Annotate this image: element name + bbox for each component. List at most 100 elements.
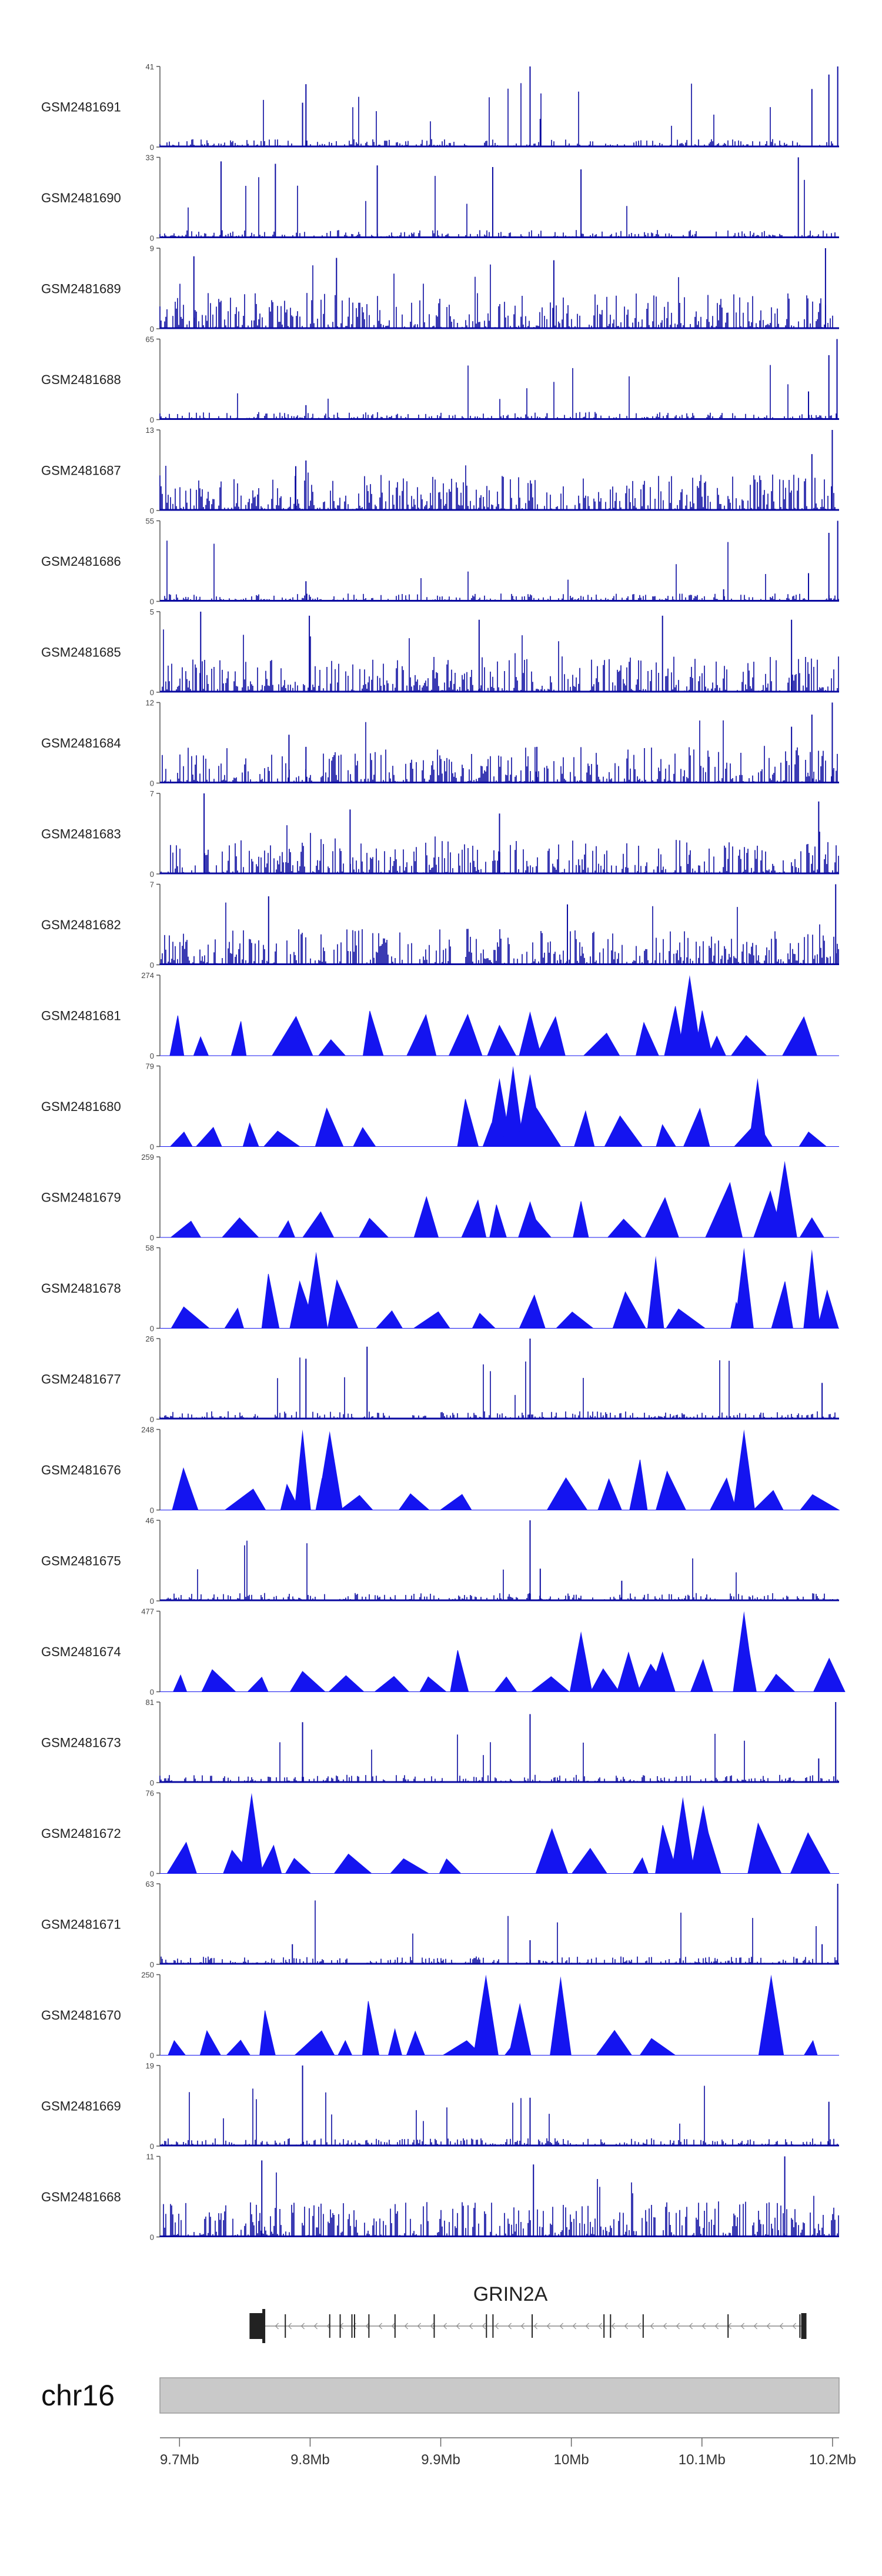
y-max-label: 46: [146, 1516, 154, 1525]
strand-arrow: [300, 2323, 305, 2330]
track-GSM2481686: GSM2481686 55 0: [41, 517, 839, 606]
y-min-label: 0: [150, 1870, 154, 1878]
strand-arrow: [391, 2323, 396, 2330]
peak-triangle: [240, 1793, 263, 1874]
track-GSM2481679: GSM2481679 259 0: [41, 1153, 839, 1242]
coverage-bars: [161, 720, 838, 783]
strand-arrow: [404, 2323, 409, 2330]
coverage-bars: [159, 465, 836, 510]
track-label: GSM2481691: [41, 100, 121, 115]
track-GSM2481671: GSM2481671 63 0: [41, 1880, 839, 1969]
strand-arrow: [766, 2323, 771, 2330]
track-label: GSM2481673: [41, 1736, 121, 1750]
track-label: GSM2481688: [41, 372, 121, 387]
exon: [249, 2313, 264, 2339]
y-max-label: 19: [146, 2061, 154, 2070]
y-max-label: 76: [146, 1789, 154, 1798]
coverage-bars: [159, 264, 833, 329]
y-min-label: 0: [150, 598, 154, 606]
peak-regions: [171, 1274, 839, 1329]
track-label: GSM2481679: [41, 1190, 121, 1205]
y-max-label: 259: [141, 1153, 154, 1162]
peak-regions: [172, 1642, 846, 1692]
peak-signal: [160, 975, 839, 1056]
peak-triangle: [518, 1201, 542, 1237]
track-label: GSM2481683: [41, 827, 121, 842]
peak-signal: [160, 1793, 839, 1874]
strand-arrow: [585, 2323, 590, 2330]
y-min-label: 0: [150, 1143, 154, 1152]
track-label: GSM2481681: [41, 1009, 121, 1023]
track-label: GSM2481685: [41, 645, 121, 660]
track-GSM2481675: GSM2481675 46 0: [41, 1516, 839, 1606]
track-GSM2481669: GSM2481669 19 0: [41, 2061, 839, 2151]
peak-triangle: [733, 1429, 756, 1510]
peak-triangle: [502, 1066, 524, 1147]
strand-arrow: [313, 2323, 318, 2330]
track-GSM2481684: GSM2481684 12 0: [41, 699, 839, 788]
y-min-label: 0: [150, 506, 154, 515]
strand-arrow: [753, 2323, 758, 2330]
peak-triangle: [649, 1651, 676, 1692]
y-min-label: 0: [150, 2233, 154, 2242]
coverage-bars: [159, 83, 834, 147]
strand-arrow: [365, 2323, 370, 2330]
track-GSM2481668: GSM2481668 11 0: [41, 2153, 839, 2242]
track-label: GSM2481675: [41, 1554, 121, 1569]
coverage-bars: [159, 902, 839, 965]
strand-arrow: [378, 2323, 383, 2330]
coverage-signal: [159, 884, 839, 965]
y-max-label: 26: [146, 1334, 154, 1343]
track-label: GSM2481682: [41, 917, 121, 932]
y-min-label: 0: [150, 1233, 154, 1242]
track-label: GSM2481680: [41, 1099, 121, 1114]
exon: [801, 2313, 807, 2339]
coverage-signal: [160, 1520, 839, 1601]
coverage-bars: [159, 1734, 839, 1783]
peak-triangle: [569, 1631, 593, 1692]
exon: [351, 2314, 353, 2338]
gene-track: GRIN2A: [249, 2283, 807, 2343]
track-GSM2481681: GSM2481681 274 0: [41, 971, 839, 1060]
coverage-bars: [161, 1540, 838, 1601]
track-label: GSM2481687: [41, 463, 121, 478]
track-GSM2481676: GSM2481676 248 0: [41, 1426, 840, 1515]
strand-arrow: [714, 2323, 719, 2330]
y-min-label: 0: [150, 143, 154, 152]
track-GSM2481683: GSM2481683 7 0: [41, 789, 839, 879]
strand-arrow: [430, 2323, 435, 2330]
y-min-label: 0: [150, 416, 154, 425]
y-min-label: 0: [150, 1052, 154, 1060]
strand-arrow: [495, 2323, 499, 2330]
strand-arrow: [572, 2323, 577, 2330]
track-GSM2481685: GSM2481685 5 0: [41, 608, 839, 697]
strand-arrow: [689, 2323, 693, 2330]
y-min-label: 0: [150, 2142, 154, 2151]
y-max-label: 79: [146, 1062, 154, 1071]
peak-triangle: [677, 975, 702, 1056]
peak-triangle: [772, 1160, 797, 1237]
peak-triangle: [294, 1429, 311, 1510]
track-GSM2481672: GSM2481672 76 0: [41, 1789, 839, 1878]
peak-signal: [160, 1611, 846, 1692]
track-label: GSM2481671: [41, 1917, 121, 1932]
peak-triangle: [799, 1217, 824, 1237]
y-min-label: 0: [150, 779, 154, 788]
peak-triangle: [519, 1011, 542, 1056]
y-max-label: 12: [146, 699, 154, 708]
y-max-label: 41: [146, 62, 154, 71]
strand-arrow: [507, 2323, 512, 2330]
peak-signal: [160, 1247, 839, 1329]
peak-regions: [169, 1006, 817, 1056]
strand-arrow: [546, 2323, 551, 2330]
y-max-label: 5: [150, 608, 154, 616]
track-label: GSM2481677: [41, 1372, 121, 1387]
coverage-signal: [159, 248, 839, 329]
strand-arrow: [559, 2323, 564, 2330]
x-tick-label: 9.7Mb: [160, 2452, 199, 2468]
x-tick-label: 9.8Mb: [290, 2452, 330, 2468]
y-min-label: 0: [150, 1324, 154, 1333]
x-tick-label: 9.9Mb: [421, 2452, 460, 2468]
strand-arrow: [663, 2323, 667, 2330]
strand-arrow: [611, 2323, 616, 2330]
